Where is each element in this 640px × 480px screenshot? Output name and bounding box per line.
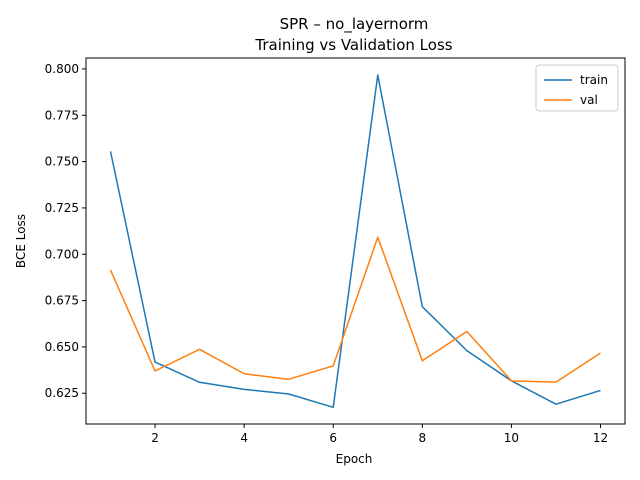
y-tick-label: 0.750 bbox=[45, 155, 79, 169]
legend-label-val: val bbox=[580, 93, 598, 107]
plot-area bbox=[109, 74, 601, 409]
x-axis-label: Epoch bbox=[336, 452, 373, 466]
axes-frame bbox=[85, 57, 626, 425]
x-tick-label: 12 bbox=[593, 431, 608, 445]
series-line-train bbox=[109, 74, 601, 409]
series-line-val bbox=[109, 236, 601, 383]
y-tick-label: 0.650 bbox=[45, 340, 79, 354]
chart-subtitle: Training vs Validation Loss bbox=[254, 36, 452, 54]
legend-label-train: train bbox=[580, 73, 608, 87]
y-axis: 0.625 0.650 0.675 0.700 0.725 0.750 0.775 0.800 bbox=[45, 62, 86, 400]
chart-title: SPR – no_layernorm bbox=[280, 15, 429, 34]
y-tick-label: 0.675 bbox=[45, 294, 79, 308]
x-tick-label: 10 bbox=[504, 431, 519, 445]
x-tick-label: 4 bbox=[240, 431, 248, 445]
legend-box bbox=[535, 64, 619, 112]
x-tick-label: 2 bbox=[151, 431, 159, 445]
y-axis-label: BCE Loss bbox=[14, 214, 28, 268]
x-tick-label: 6 bbox=[329, 431, 337, 445]
y-tick-label: 0.725 bbox=[45, 201, 79, 215]
y-tick-label: 0.700 bbox=[45, 247, 79, 261]
y-tick-label: 0.800 bbox=[45, 62, 79, 76]
x-axis: 2 4 6 8 10 12 bbox=[151, 424, 608, 445]
legend: train val bbox=[535, 64, 619, 112]
y-tick-label: 0.625 bbox=[45, 386, 79, 400]
y-tick-label: 0.775 bbox=[45, 108, 79, 122]
x-tick-label: 8 bbox=[418, 431, 426, 445]
